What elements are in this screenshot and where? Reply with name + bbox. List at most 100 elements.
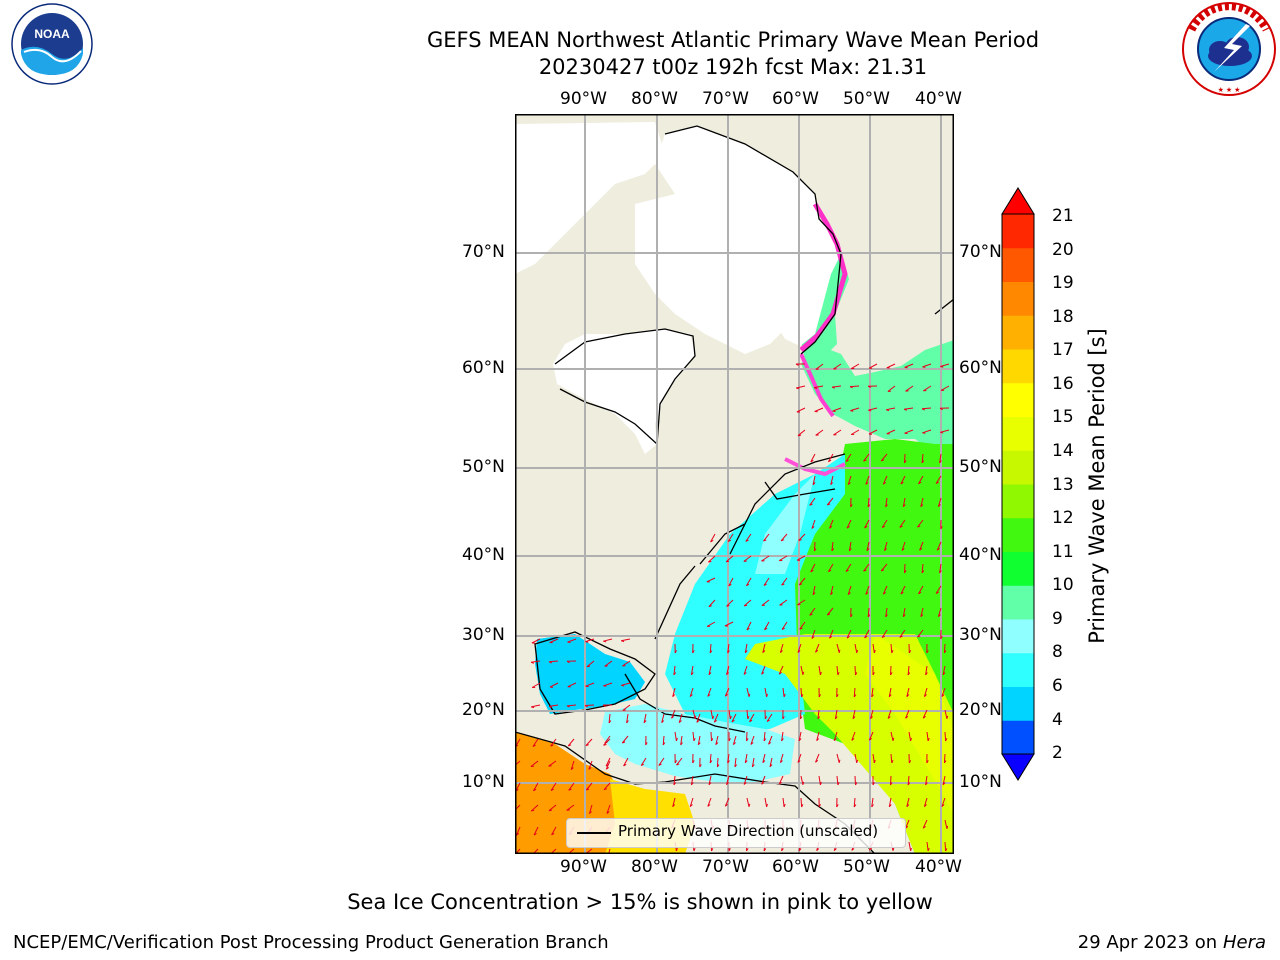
wave-arrow (797, 429, 806, 437)
lon-label-top-50w: 50°W (843, 89, 890, 109)
legend-arrow-line (577, 832, 611, 834)
wave-arrow (585, 738, 593, 746)
wave-arrow-head (856, 759, 859, 763)
wave-arrow-head (872, 782, 875, 786)
wave-arrow (817, 709, 820, 719)
wave-arrow (710, 533, 716, 543)
wave-arrow (548, 760, 557, 767)
lat-label-left-40n: 40°N (462, 545, 505, 565)
wave-arrow-head (585, 744, 589, 747)
colorbar-bin-2 (1002, 652, 1034, 687)
wave-arrow-head (903, 408, 908, 411)
wave-arrow-head (728, 738, 731, 742)
wave-arrow-head (729, 715, 732, 720)
wave-arrow (621, 682, 631, 686)
wave-arrow-head (744, 604, 748, 607)
wave-arrow-head (531, 809, 535, 812)
lat-label-right-40n: 40°N (959, 545, 1002, 565)
wave-arrow (848, 541, 852, 551)
wave-arrow-head (882, 591, 887, 595)
wave-arrow-head (938, 504, 941, 507)
wave-arrow-head (589, 811, 592, 814)
wave-arrow-head (676, 763, 680, 766)
wave-arrow-head (890, 672, 893, 676)
wave-arrow (724, 621, 734, 627)
wave-arrow (918, 585, 924, 595)
wave-arrow (816, 731, 820, 741)
wave-arrow-head (907, 782, 911, 786)
wave-arrow-head (764, 627, 768, 631)
map-legend: Primary Wave Direction (unscaled) (566, 818, 906, 848)
wave-arrow-head (946, 715, 949, 719)
wave-arrow-head (726, 672, 729, 676)
wave-arrow (827, 563, 834, 572)
wave-arrow (716, 757, 719, 768)
wave-arrow-head (847, 482, 851, 485)
wave-arrow (731, 713, 737, 723)
wave-arrow (851, 363, 860, 370)
wave-arrow (605, 760, 611, 770)
wave-arrow-head (921, 408, 925, 411)
wave-arrow (846, 519, 852, 529)
wave-arrow-head (726, 782, 729, 786)
wave-arrow (750, 735, 755, 745)
wave-arrow-head (692, 760, 695, 764)
wave-arrow (567, 738, 575, 747)
wave-arrow (865, 585, 870, 595)
wave-arrow-head (902, 504, 906, 508)
wave-arrow-head (673, 782, 677, 786)
lat-label-left-20n: 20°N (462, 700, 505, 720)
wave-arrow (922, 363, 932, 368)
wave-arrow-head (921, 460, 925, 464)
wave-arrow-head (762, 760, 766, 764)
lat-label-left-50n: 50°N (462, 457, 505, 477)
wave-arrow (692, 709, 696, 719)
wave-arrow (743, 555, 752, 562)
wave-arrow (709, 753, 712, 764)
wave-arrow (779, 555, 788, 562)
wave-arrow-head (763, 848, 767, 852)
noaa-logo: NOAA (2, 2, 102, 86)
wave-arrow-head (873, 649, 876, 654)
wave-arrow (533, 782, 539, 792)
lat-label-left-60n: 60°N (462, 358, 505, 378)
wave-arrow-head (881, 459, 885, 462)
wave-arrow (872, 643, 875, 653)
wave-arrow-head (835, 716, 838, 720)
wave-arrow-head (672, 804, 676, 808)
wave-arrow-head (746, 583, 750, 587)
wave-arrow-head (781, 583, 785, 586)
wave-arrow-head (939, 570, 942, 574)
wave-arrow-head (837, 672, 840, 676)
colorbar-frame (1001, 213, 1035, 755)
wave-arrow (854, 775, 856, 786)
wave-arrow (586, 660, 595, 668)
wave-arrow-head (551, 832, 555, 836)
wave-arrow-head (881, 569, 885, 572)
wave-arrow (832, 407, 842, 412)
wave-arrow-head (810, 569, 814, 573)
wave-arrow (853, 797, 856, 808)
wave-arrow (588, 804, 593, 814)
wave-arrow-head (917, 525, 921, 528)
wave-arrow-head (881, 525, 886, 529)
wave-arrow-head (621, 684, 625, 687)
wave-arrow (871, 687, 874, 697)
colorbar-bin-5 (1002, 551, 1034, 586)
wave-arrow (829, 629, 834, 639)
wave-arrow-head (830, 482, 834, 486)
wave-arrow-head (925, 782, 928, 786)
wave-arrow (710, 709, 714, 719)
wave-arrow-head (810, 459, 814, 463)
colorbar-bin-4 (1002, 585, 1034, 620)
wave-arrow-head (746, 627, 750, 631)
wave-arrow-head (946, 825, 949, 829)
wave-arrow (810, 453, 816, 463)
wave-arrow-head (846, 525, 850, 529)
wave-arrow (936, 541, 942, 551)
wave-arrow (919, 541, 924, 551)
wave-arrow (673, 665, 676, 675)
wave-arrow-head (799, 583, 803, 586)
wave-arrow (890, 775, 892, 786)
wave-arrow-head (689, 694, 693, 697)
